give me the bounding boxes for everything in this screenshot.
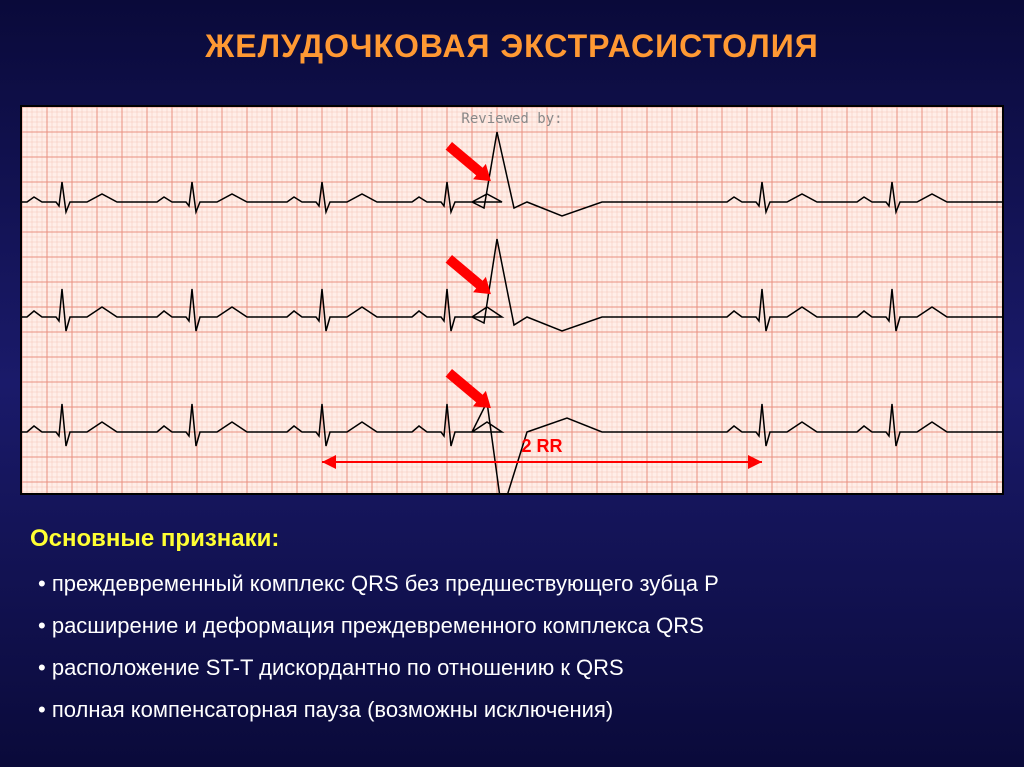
slide-title: ЖЕЛУДОЧКОВАЯ ЭКСТРАСИСТОЛИЯ bbox=[0, 0, 1024, 65]
ecg-header-text: Reviewed by: bbox=[461, 111, 562, 127]
ecg-svg: 2 RR bbox=[22, 107, 1002, 493]
criteria-item: преждевременный комплекс QRS без предшес… bbox=[30, 571, 994, 597]
criteria-block: Основные признаки: преждевременный компл… bbox=[30, 525, 994, 723]
ecg-panel: Reviewed by: 2 RR bbox=[20, 105, 1004, 495]
criteria-item: расположение ST-T дискордантно по отноше… bbox=[30, 655, 994, 681]
criteria-item: расширение и деформация преждевременного… bbox=[30, 613, 994, 639]
criteria-item: полная компенсаторная пауза (возможны ис… bbox=[30, 697, 994, 723]
criteria-heading: Основные признаки: bbox=[30, 525, 994, 553]
svg-text:2 RR: 2 RR bbox=[521, 436, 562, 456]
